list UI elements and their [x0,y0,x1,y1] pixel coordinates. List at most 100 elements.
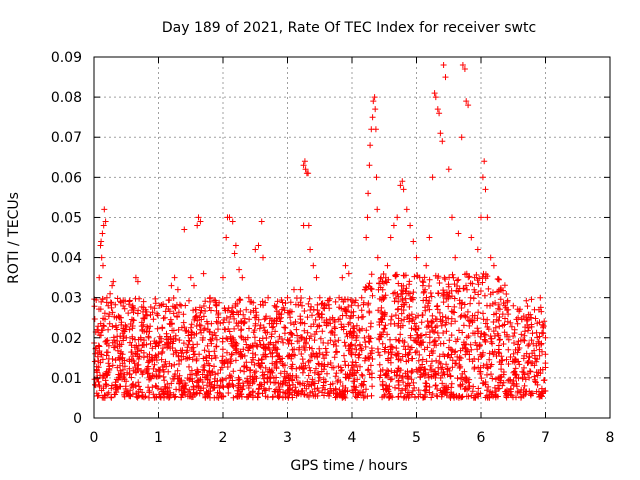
data-point [480,270,487,277]
data-point [301,158,308,165]
data-point [434,330,441,336]
data-point [147,340,154,347]
data-point [423,262,430,269]
data-point [289,361,296,368]
data-point [250,329,257,336]
data-point [261,345,268,352]
data-point [340,391,347,398]
data-point [193,306,199,313]
data-point [363,327,370,334]
data-point [109,309,116,316]
data-point [348,349,355,356]
data-point [180,319,187,326]
data-point [493,353,500,359]
data-point [521,364,527,371]
data-point [191,282,197,289]
data-point [454,336,461,343]
data-point [299,365,306,372]
data-point [434,323,440,329]
data-point [363,234,370,241]
data-point [256,362,263,369]
data-point [391,298,398,305]
data-point [306,364,313,371]
data-point [425,322,432,329]
y-tick-label: 0.02 [51,331,82,347]
data-point [474,246,481,253]
data-point [457,313,464,320]
data-point [260,302,267,309]
data-point [385,355,391,362]
data-point [525,358,532,365]
data-point [245,382,252,389]
data-point [176,337,183,344]
data-point [484,371,490,378]
data-point [249,380,256,387]
data-point [314,385,321,392]
data-point [350,378,357,385]
data-point [266,320,273,327]
data-point [406,303,413,310]
data-point [511,340,517,346]
data-point [526,368,533,375]
data-point [499,382,506,389]
data-point [445,344,452,351]
data-point [482,320,489,327]
data-point [252,305,259,312]
data-point [380,311,387,318]
data-point [351,363,357,370]
data-point [345,375,352,382]
data-point [332,338,338,345]
data-point [461,66,468,72]
data-point [240,382,247,389]
data-point [145,384,152,391]
data-point [212,354,219,361]
data-point [240,311,247,318]
data-point [424,302,431,309]
data-point [158,335,165,342]
data-point [383,279,390,286]
data-point [476,343,483,350]
data-point [335,316,342,323]
data-point [149,372,156,379]
data-point [186,338,193,345]
data-point [206,352,213,359]
data-point [208,307,214,314]
data-point [317,335,324,342]
data-point [361,378,368,385]
data-point [310,321,317,328]
data-point [436,110,443,117]
data-point [350,383,357,390]
data-point [180,340,187,347]
data-point [456,365,463,371]
data-point [120,303,127,309]
data-point [372,106,379,113]
data-point [415,325,422,332]
data-point [437,130,444,137]
data-point [535,369,542,376]
data-point [514,320,521,327]
data-point [305,372,312,379]
data-point [536,333,543,340]
data-point [241,319,248,325]
data-point [127,393,134,400]
data-point [449,357,456,364]
data-point [515,358,522,365]
data-point [241,368,248,375]
data-point [223,357,230,364]
data-point [121,393,128,400]
data-point [356,351,363,358]
y-tick-label: 0.09 [51,50,82,66]
data-point [114,364,121,371]
data-point [408,325,415,332]
grid-lines [94,57,610,418]
data-point [499,311,506,318]
data-point [229,304,236,311]
data-point [459,62,466,68]
data-point [301,327,308,334]
data-point [228,373,235,380]
data-point [421,288,428,295]
data-point [286,386,293,393]
x-tick-label: 8 [606,430,615,446]
data-point [187,274,194,281]
data-point [513,371,520,378]
